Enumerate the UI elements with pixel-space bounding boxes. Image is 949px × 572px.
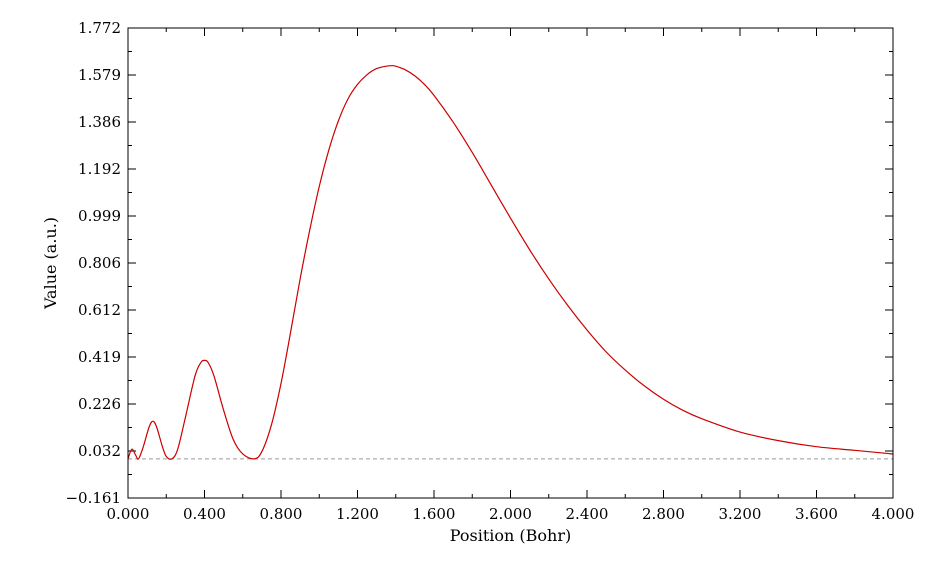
y-tick-label: 0.806 [78, 254, 121, 272]
major-ticks [127, 27, 894, 499]
x-tick-label: 1.600 [413, 505, 456, 523]
x-tick-label: 3.200 [719, 505, 762, 523]
y-tick-label: 0.999 [78, 207, 121, 225]
y-tick-label: −0.161 [65, 489, 121, 507]
minor-ticks [128, 28, 893, 498]
y-tick-label: 0.226 [78, 395, 121, 413]
y-tick-label: 0.612 [78, 301, 121, 319]
x-tick-label: 3.600 [795, 505, 838, 523]
y-tick-label: 1.579 [78, 66, 121, 84]
y-tick-label: 0.419 [78, 348, 121, 366]
plot-frame [127, 27, 894, 499]
x-tick-label: 2.400 [566, 505, 609, 523]
series-line [127, 65, 894, 460]
x-tick-label: 4.000 [872, 505, 915, 523]
x-tick-label: 0.400 [183, 505, 226, 523]
x-tick-label: 2.000 [489, 505, 532, 523]
y-tick-label: 0.032 [78, 442, 121, 460]
x-tick-label: 0.000 [107, 505, 150, 523]
y-tick-label: 1.192 [78, 160, 121, 178]
x-axis-title: Position (Bohr) [450, 526, 571, 545]
y-tick-label: 1.386 [78, 113, 121, 131]
x-tick-label: 2.800 [642, 505, 685, 523]
x-tick-label: 0.800 [260, 505, 303, 523]
y-axis-title: Value (a.u.) [41, 217, 60, 310]
x-tick-label: 1.200 [336, 505, 379, 523]
x-tick-labels: 0.000 0.400 0.800 1.200 1.600 2.000 2.400 2.800… [107, 505, 915, 523]
series-layer [127, 65, 894, 460]
y-tick-labels: −0.161 0.032 0.226 0.419 0.612 0.806 0.999 1.19… [65, 19, 121, 507]
y-tick-label: 1.772 [78, 19, 121, 37]
